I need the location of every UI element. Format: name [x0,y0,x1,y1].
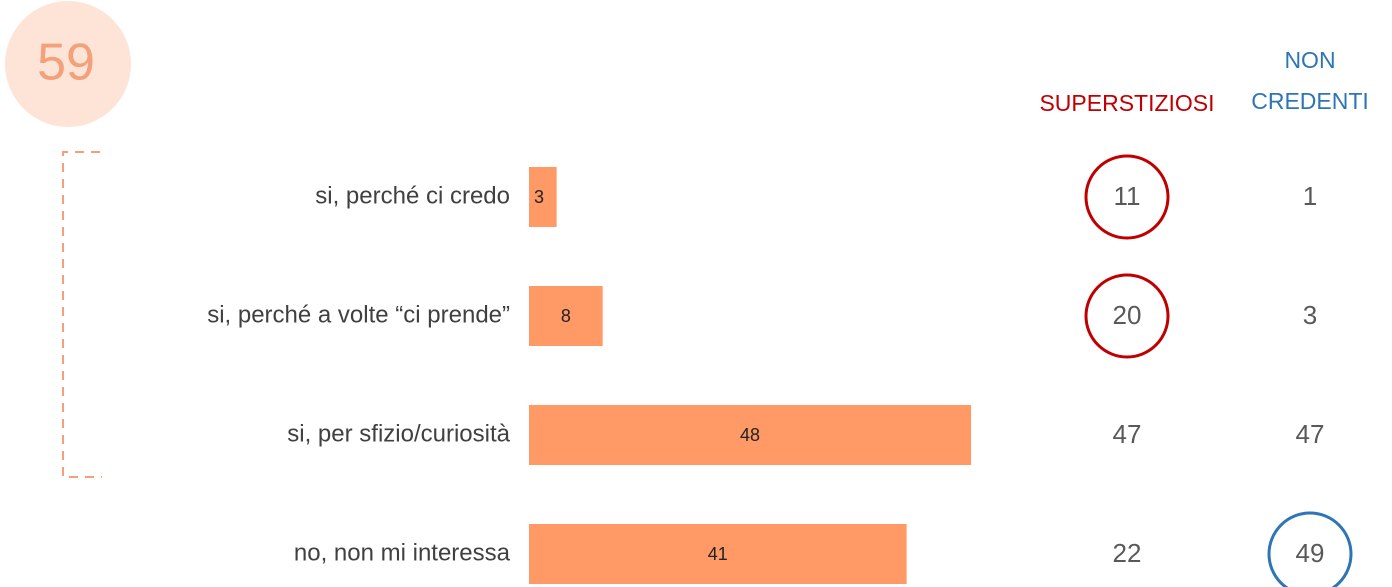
total-value: 59 [37,34,95,92]
bar [529,286,603,346]
bracket [62,151,102,478]
column-header-line: CREDENTI [1251,88,1369,114]
column-value: 20 [1113,300,1142,330]
bar [529,405,972,465]
category-label: si, per sfizio/curiosità [287,420,510,447]
column-value: 11 [1114,181,1141,211]
category-label: no, non mi interessa [294,539,511,566]
column-value: 47 [1113,419,1142,449]
bar [529,167,557,227]
category-label: si, perché ci credo [315,182,510,209]
highlight-circle [1084,273,1170,359]
bar-value-label: 8 [561,306,571,326]
category-label: si, perché a volte “ci prende” [207,301,510,328]
column-value: 49 [1296,538,1325,568]
highlight-circle [1084,154,1170,240]
bar-value-label: 48 [740,425,760,445]
highlight-circle [1267,511,1353,587]
column-value: 1 [1303,181,1317,211]
column-header: SUPERSTIZIOSI [1039,90,1214,116]
column-value: 22 [1113,538,1142,568]
total-badge [5,1,131,127]
column-header: NON CREDENTI [1251,47,1369,114]
column-header-line: NON [1284,47,1335,73]
column-value: 47 [1296,419,1325,449]
bar-value-label: 41 [708,544,728,564]
bar [529,524,907,584]
bar-value-label: 3 [534,187,544,207]
column-value: 3 [1303,300,1317,330]
